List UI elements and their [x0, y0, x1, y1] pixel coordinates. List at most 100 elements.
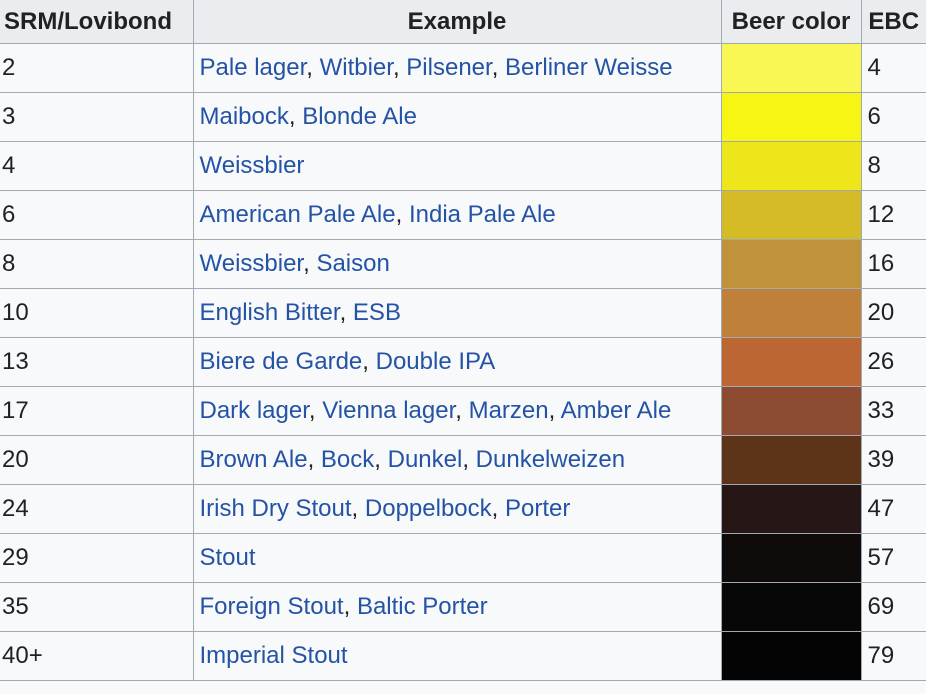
beer-style-link[interactable]: Vienna lager	[322, 397, 456, 424]
table-body: 2 Pale lager, Witbier, Pilsener, Berliner…	[0, 43, 926, 681]
table-row: 3 Maibock, Blonde Ale 6	[0, 92, 926, 142]
beer-style-link[interactable]: Dark lager	[199, 397, 309, 424]
beer-color-swatch	[720, 582, 862, 632]
table-row: 13 Biere de Garde, Double IPA 26	[0, 337, 926, 387]
beer-style-link[interactable]: Saison	[316, 250, 390, 277]
srm-cell: 20	[0, 435, 194, 485]
beer-style-link[interactable]: Irish Dry Stout	[199, 495, 352, 522]
ebc-cell: 16	[860, 239, 926, 289]
table-row: 17 Dark lager, Vienna lager, Marzen, Ambe…	[0, 386, 926, 436]
beer-style-link[interactable]: Porter	[504, 495, 571, 522]
srm-cell: 40+	[0, 631, 194, 681]
header-srm[interactable]: SRM/Lovibond	[0, 0, 194, 44]
table-row: 40+ Imperial Stout 79	[0, 631, 926, 681]
ebc-cell: 12	[860, 190, 926, 240]
beer-style-link[interactable]: Pilsener	[406, 54, 492, 81]
comma-separator: ,	[462, 446, 476, 473]
comma-separator: ,	[306, 54, 320, 81]
example-cell: Pale lager, Witbier, Pilsener, Berliner …	[192, 43, 722, 93]
beer-style-link[interactable]: Baltic Porter	[356, 593, 488, 620]
table-row: 35 Foreign Stout, Baltic Porter 69	[0, 582, 926, 632]
example-cell: Dark lager, Vienna lager, Marzen, Amber …	[192, 386, 722, 436]
beer-color-swatch	[720, 92, 862, 142]
beer-style-link[interactable]: Berliner Weisse	[505, 54, 673, 81]
beer-style-link[interactable]: Dunkelweizen	[475, 446, 626, 473]
beer-style-link[interactable]: India Pale Ale	[408, 201, 556, 228]
beer-style-link[interactable]: Blonde Ale	[302, 103, 417, 130]
beer-color-swatch	[720, 288, 862, 338]
beer-style-link[interactable]: ESB	[352, 299, 401, 326]
example-cell: Foreign Stout, Baltic Porter	[192, 582, 722, 632]
srm-cell: 4	[0, 141, 194, 191]
comma-separator: ,	[395, 201, 409, 228]
beer-color-swatch	[720, 43, 862, 93]
comma-separator: ,	[362, 348, 376, 375]
table-row: 8 Weissbier, Saison 16	[0, 239, 926, 289]
beer-style-link[interactable]: American Pale Ale	[199, 201, 396, 228]
comma-separator: ,	[307, 446, 321, 473]
beer-style-link[interactable]: Stout	[199, 544, 256, 571]
beer-style-link[interactable]: Amber Ale	[560, 397, 672, 424]
srm-cell: 17	[0, 386, 194, 436]
beer-style-link[interactable]: Foreign Stout	[199, 593, 344, 620]
header-beer-color[interactable]: Beer color	[720, 0, 862, 44]
beer-color-swatch	[720, 631, 862, 681]
ebc-cell: 47	[860, 484, 926, 534]
table-row: 4 Weissbier 8	[0, 141, 926, 191]
srm-cell: 24	[0, 484, 194, 534]
ebc-cell: 20	[860, 288, 926, 338]
beer-style-link[interactable]: Weissbier	[199, 250, 304, 277]
comma-separator: ,	[343, 593, 357, 620]
example-cell: Biere de Garde, Double IPA	[192, 337, 722, 387]
ebc-cell: 33	[860, 386, 926, 436]
ebc-cell: 57	[860, 533, 926, 583]
srm-cell: 2	[0, 43, 194, 93]
beer-style-link[interactable]: Biere de Garde	[199, 348, 363, 375]
example-cell: American Pale Ale, India Pale Ale	[192, 190, 722, 240]
beer-style-link[interactable]: Brown Ale	[199, 446, 308, 473]
comma-separator: ,	[491, 495, 505, 522]
beer-style-link[interactable]: Bock	[320, 446, 375, 473]
beer-color-swatch	[720, 190, 862, 240]
beer-color-swatch	[720, 386, 862, 436]
beer-style-link[interactable]: Maibock	[199, 103, 289, 130]
srm-cell: 29	[0, 533, 194, 583]
ebc-cell: 4	[860, 43, 926, 93]
comma-separator: ,	[339, 299, 353, 326]
beer-style-link[interactable]: Marzen	[468, 397, 549, 424]
example-cell: English Bitter, ESB	[192, 288, 722, 338]
beer-style-link[interactable]: English Bitter	[199, 299, 340, 326]
example-cell: Imperial Stout	[192, 631, 722, 681]
srm-cell: 13	[0, 337, 194, 387]
header-ebc[interactable]: EBC	[860, 0, 926, 44]
table-row: 29 Stout 57	[0, 533, 926, 583]
table-row: 20 Brown Ale, Bock, Dunkel, Dunkelweizen 3…	[0, 435, 926, 485]
beer-color-swatch	[720, 337, 862, 387]
srm-cell: 3	[0, 92, 194, 142]
beer-style-link[interactable]: Double IPA	[375, 348, 496, 375]
comma-separator: ,	[455, 397, 469, 424]
ebc-cell: 69	[860, 582, 926, 632]
table-row: 2 Pale lager, Witbier, Pilsener, Berliner…	[0, 43, 926, 93]
beer-style-link[interactable]: Witbier	[319, 54, 393, 81]
header-example[interactable]: Example	[192, 0, 722, 44]
comma-separator: ,	[548, 397, 561, 424]
beer-style-link[interactable]: Imperial Stout	[199, 642, 348, 669]
beer-color-swatch	[720, 435, 862, 485]
example-cell: Irish Dry Stout, Doppelbock, Porter	[192, 484, 722, 534]
beer-color-swatch	[720, 484, 862, 534]
comma-separator: ,	[392, 54, 407, 81]
table-row: 24 Irish Dry Stout, Doppelbock, Porter 47	[0, 484, 926, 534]
beer-style-link[interactable]: Dunkel	[387, 446, 463, 473]
comma-separator: ,	[374, 446, 388, 473]
beer-style-link[interactable]: Weissbier	[199, 152, 305, 179]
srm-cell: 6	[0, 190, 194, 240]
header-row: SRM/Lovibond Example Beer color EBC	[0, 0, 926, 44]
comma-separator: ,	[303, 250, 317, 277]
srm-cell: 8	[0, 239, 194, 289]
beer-style-link[interactable]: Pale lager	[199, 54, 307, 81]
beer-style-link[interactable]: Doppelbock	[364, 495, 492, 522]
example-cell: Weissbier	[192, 141, 722, 191]
ebc-cell: 26	[860, 337, 926, 387]
